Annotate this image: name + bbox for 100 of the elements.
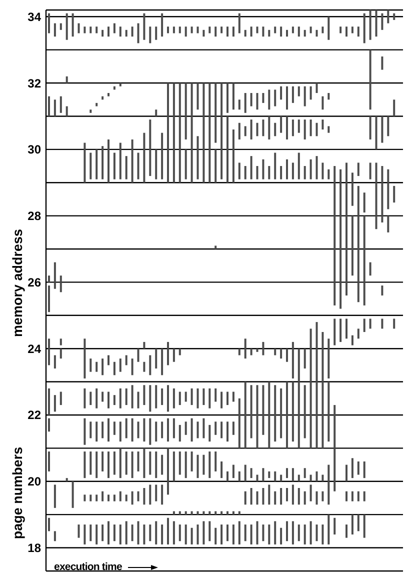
bar	[304, 468, 306, 478]
bar	[131, 451, 134, 478]
bar	[54, 23, 56, 37]
bar	[161, 454, 164, 475]
bar	[143, 13, 146, 40]
bar	[268, 90, 270, 110]
bar	[286, 348, 288, 362]
bar	[172, 348, 175, 362]
bar	[280, 348, 282, 359]
bar	[328, 169, 330, 180]
bar	[250, 524, 252, 544]
bar	[250, 92, 252, 106]
bar	[214, 451, 217, 472]
bar	[90, 152, 92, 180]
bar	[286, 488, 288, 502]
bar	[125, 521, 128, 544]
bar	[208, 26, 211, 34]
bar	[90, 26, 92, 34]
bar	[220, 26, 223, 34]
bar	[340, 26, 342, 34]
bar	[256, 26, 258, 34]
bar	[363, 192, 366, 212]
bar	[208, 511, 211, 515]
bar	[369, 318, 372, 329]
bar	[155, 422, 158, 442]
bar	[214, 388, 217, 402]
bar	[113, 23, 116, 34]
bar	[90, 110, 92, 113]
bar	[316, 156, 318, 180]
bar	[310, 120, 312, 136]
bar	[226, 422, 228, 442]
bar	[208, 521, 211, 542]
bar	[184, 422, 187, 435]
bar	[316, 471, 318, 482]
bar	[351, 458, 354, 478]
bar	[286, 468, 288, 478]
bar	[102, 451, 104, 472]
y-tick-label: 34	[28, 10, 42, 24]
bar	[161, 388, 164, 406]
bar	[393, 100, 396, 116]
bar	[381, 318, 384, 329]
bar	[167, 418, 169, 442]
bar	[214, 422, 217, 435]
bar	[119, 26, 122, 37]
bar	[292, 521, 294, 544]
bar	[125, 418, 128, 438]
bar	[280, 86, 282, 100]
bar	[137, 491, 140, 502]
bar	[102, 491, 104, 502]
bar	[149, 355, 152, 376]
bar	[363, 318, 366, 332]
bar	[238, 122, 240, 140]
bar	[172, 418, 175, 438]
bar	[351, 26, 354, 34]
bar	[262, 92, 264, 103]
bar	[322, 96, 324, 110]
bar	[108, 451, 110, 478]
bar	[178, 424, 181, 442]
bar	[346, 464, 348, 482]
bar	[102, 524, 104, 542]
bar	[143, 362, 146, 372]
bar	[256, 348, 258, 352]
bar	[256, 491, 258, 505]
bar	[357, 26, 360, 37]
bar	[54, 100, 56, 116]
bar	[286, 86, 288, 110]
bar	[184, 524, 187, 544]
bar	[137, 392, 140, 408]
bar	[155, 110, 158, 116]
bar	[262, 468, 264, 482]
bar	[108, 392, 110, 408]
bar	[322, 120, 324, 130]
text: page numbers	[10, 446, 24, 540]
bar	[143, 448, 146, 478]
bar	[149, 418, 152, 445]
bar	[310, 484, 312, 502]
bar	[102, 392, 104, 402]
bar	[393, 13, 396, 20]
bar	[208, 451, 211, 478]
bar	[60, 96, 62, 113]
bar	[244, 30, 246, 37]
bar	[244, 464, 246, 482]
bar	[256, 92, 258, 110]
bar	[96, 422, 98, 442]
bar	[226, 392, 228, 406]
bar	[137, 521, 140, 544]
bar	[131, 491, 134, 505]
bar	[131, 418, 134, 442]
bar	[113, 362, 116, 376]
bar	[292, 120, 294, 136]
bar	[238, 348, 240, 356]
bar	[184, 451, 187, 478]
bar	[72, 13, 74, 37]
bar	[304, 348, 306, 369]
bar	[322, 26, 324, 34]
bar	[196, 511, 199, 515]
bar	[316, 491, 318, 505]
bar	[48, 13, 50, 34]
bar	[149, 484, 152, 505]
bar	[190, 511, 193, 515]
